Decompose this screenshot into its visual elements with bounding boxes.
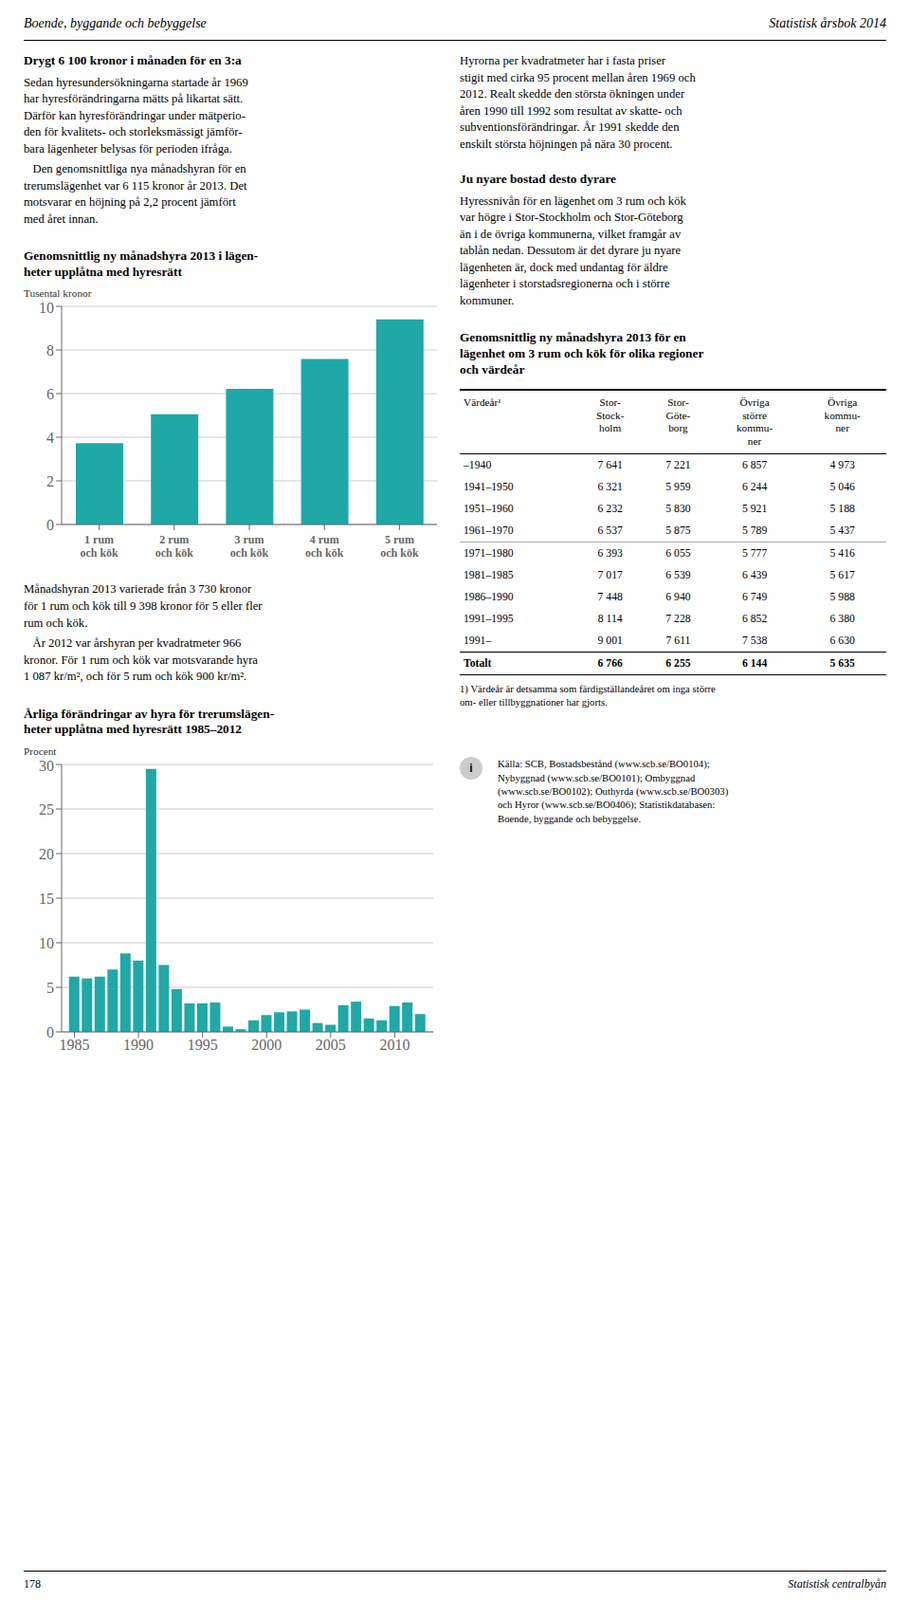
html-text:6 144: 6 144	[742, 657, 768, 670]
html-text:5 921: 5 921	[742, 502, 768, 516]
svg-text:1985: 1985	[59, 1036, 91, 1053]
html-text:6 244: 6 244	[742, 480, 768, 494]
html-text:6 630: 6 630	[829, 634, 855, 647]
svg-text:1990: 1990	[123, 1036, 154, 1053]
html-text:Årliga förändringar av hyra fö: Årliga förändringar av hyra för trerumsl…	[23, 705, 275, 736]
html-text:1986–1990: 1986–1990	[463, 590, 514, 604]
svg-text:15: 15	[38, 889, 55, 906]
html-text:Boende, byggande och bebyggels: Boende, byggande och bebyggelse	[23, 16, 207, 31]
html-text:5 959: 5 959	[665, 480, 691, 494]
html-text:Övriga större kommu- ner: Övriga större kommu- ner	[736, 396, 773, 447]
svg-text:2000: 2000	[251, 1036, 282, 1053]
html-text:6 321: 6 321	[597, 480, 623, 494]
svg-text:20: 20	[38, 844, 55, 861]
html-text:Hyrorna per kvadratmeter har i: Hyrorna per kvadratmeter har i fasta pri…	[459, 54, 696, 151]
html-text:4 973: 4 973	[829, 459, 855, 472]
html-text:Totalt: Totalt	[463, 657, 492, 670]
html-text:1) Värdeår är detsamma som fär: 1) Värdeår är detsamma som färdigställan…	[459, 682, 716, 708]
html-text:1991–: 1991–	[463, 634, 492, 647]
html-text:Värdeår¹: Värdeår¹	[463, 396, 502, 408]
html-text:6 857: 6 857	[742, 459, 768, 472]
html-text:5 875: 5 875	[665, 524, 691, 537]
html-text:Tusental kronor: Tusental kronor	[23, 287, 92, 300]
html-text:7 538: 7 538	[742, 634, 768, 647]
html-text:6 393: 6 393	[597, 547, 623, 560]
html-text:i: i	[469, 761, 473, 775]
html-text:År 2012 var årshyran per kvadr: År 2012 var årshyran per kvadratmeter 96…	[23, 636, 258, 683]
svg-text:2005: 2005	[315, 1036, 346, 1053]
html-text:7 448: 7 448	[597, 590, 623, 604]
svg-text:5: 5	[46, 978, 55, 995]
svg-text:5 rumoch kök: 5 rumoch kök	[380, 532, 419, 560]
html-text:5 046: 5 046	[829, 480, 855, 494]
svg-text:10: 10	[38, 933, 55, 950]
svg-text:30: 30	[38, 756, 55, 773]
html-text:5 416: 5 416	[829, 547, 855, 560]
html-text:5 789: 5 789	[742, 524, 768, 537]
html-text:6 232: 6 232	[597, 502, 623, 516]
html-text:6 055: 6 055	[665, 547, 691, 560]
html-text:1971–1980: 1971–1980	[463, 547, 514, 560]
svg-text:8: 8	[46, 342, 55, 359]
html-text:5 437: 5 437	[829, 524, 855, 537]
html-text:Statistisk centralbyån: Statistisk centralbyån	[788, 1575, 887, 1590]
html-text:1961–1970: 1961–1970	[463, 524, 514, 537]
html-text:6 380: 6 380	[829, 612, 855, 625]
html-text:6 255: 6 255	[665, 657, 691, 670]
html-text:Månadshyran 2013 varierade frå: Månadshyran 2013 varierade från 3 730 kr…	[23, 582, 263, 629]
html-text:–1940: –1940	[463, 459, 492, 472]
html-text:6 749: 6 749	[742, 590, 768, 604]
html-text:Hyressnivån för en lägenhet om: Hyressnivån för en lägenhet om 3 rum och…	[459, 194, 687, 307]
html-text:6 537: 6 537	[597, 524, 623, 537]
svg-text:10: 10	[38, 299, 55, 316]
html-text:1981–1985: 1981–1985	[463, 569, 514, 582]
html-text:1941–1950: 1941–1950	[463, 480, 514, 494]
html-text:Drygt 6 100 kronor i månaden f: Drygt 6 100 kronor i månaden för en 3:a	[23, 53, 242, 68]
html-text:5 617: 5 617	[829, 569, 855, 582]
html-text:Den genomsnittliga nya månadsh: Den genomsnittliga nya månadshyran för e…	[23, 162, 248, 226]
html-text:1951–1960: 1951–1960	[463, 502, 514, 516]
html-text:178: 178	[23, 1575, 41, 1590]
svg-text:1995: 1995	[187, 1036, 219, 1053]
html-text:Ju nyare bostad desto dyrare: Ju nyare bostad desto dyrare	[459, 171, 617, 186]
html-text:5 988: 5 988	[829, 590, 855, 604]
html-text:6 439: 6 439	[742, 569, 768, 582]
svg-text:1 rumoch kök: 1 rumoch kök	[79, 532, 119, 560]
svg-text:2: 2	[46, 473, 55, 490]
html-text:6 852: 6 852	[742, 612, 768, 625]
svg-text:2010: 2010	[379, 1036, 410, 1053]
html-text:5 635: 5 635	[829, 657, 855, 670]
html-text:5 777: 5 777	[742, 547, 768, 560]
html-text:6 940: 6 940	[665, 590, 691, 604]
html-text:Genomsnittlig ny månadshyra 20: Genomsnittlig ny månadshyra 2013 för en …	[459, 330, 704, 376]
html-text:Procent: Procent	[23, 744, 57, 757]
html-text:Stor- Göte- borg: Stor- Göte- borg	[666, 396, 691, 434]
svg-text:3 rumoch kök: 3 rumoch kök	[230, 532, 270, 560]
html-text:6 539: 6 539	[665, 569, 691, 582]
svg-text:0: 0	[46, 1022, 55, 1039]
html-text:7 228: 7 228	[665, 612, 691, 625]
html-text:Statistisk årsbok 2014: Statistisk årsbok 2014	[769, 16, 887, 31]
svg-text:4: 4	[46, 429, 55, 446]
html-text:8 114: 8 114	[597, 612, 623, 625]
html-text:6 766: 6 766	[597, 657, 623, 670]
html-text:5 188: 5 188	[829, 502, 855, 516]
html-text:Sedan hyresundersökningarna st: Sedan hyresundersökningarna startade år …	[23, 75, 249, 156]
html-text:7 017: 7 017	[597, 569, 623, 582]
html-text:Genomsnittlig ny månadshyra 20: Genomsnittlig ny månadshyra 2013 i lägen…	[23, 248, 258, 279]
html-text:Övriga kommu- ner: Övriga kommu- ner	[824, 396, 861, 434]
html-text:7 641: 7 641	[597, 459, 623, 472]
html-text:5 830: 5 830	[665, 502, 691, 516]
svg-text:2 rumoch kök: 2 rumoch kök	[155, 532, 195, 560]
svg-text:25: 25	[38, 800, 55, 817]
html-text:Stor- Stock- holm: Stor- Stock- holm	[596, 396, 625, 434]
html-text:7 221: 7 221	[665, 459, 691, 472]
html-text:7 611: 7 611	[665, 634, 691, 647]
svg-text:4 rumoch kök: 4 rumoch kök	[305, 532, 345, 560]
html-text:9 001: 9 001	[597, 634, 623, 647]
html-text:Källa: SCB, Bostadsbestånd (ww: Källa: SCB, Bostadsbestånd (www.scb.se/B…	[497, 757, 729, 824]
svg-text:0: 0	[46, 516, 55, 533]
html-text:1991–1995: 1991–1995	[463, 612, 514, 625]
svg-text:6: 6	[46, 385, 55, 402]
